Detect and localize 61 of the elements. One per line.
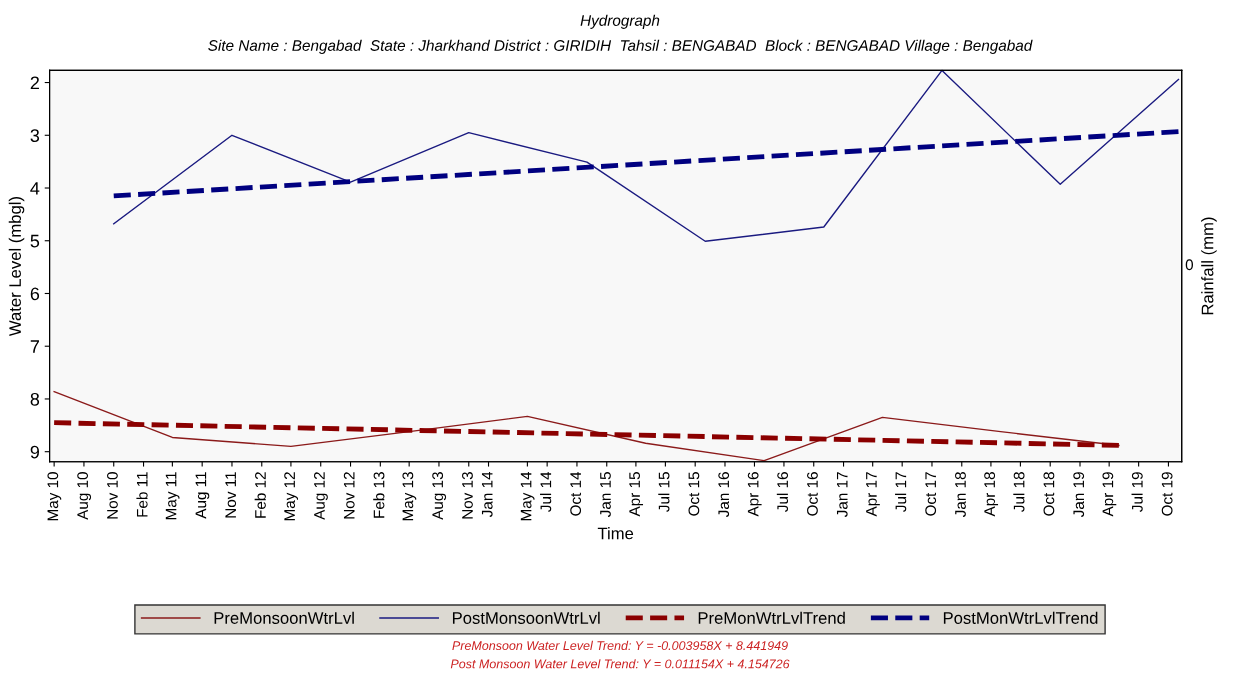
line-series (53, 390, 1120, 462)
x-tick-label: Nov 12 (343, 472, 355, 519)
y-tick-label: 7 (30, 340, 39, 353)
x-tick-label: Oct 14 (570, 471, 582, 516)
x-tick-label: Jan 15 (600, 472, 611, 518)
legend-label: PostMonWtrLvlTrend (943, 611, 1098, 624)
x-tick-label: Apr 19 (1102, 472, 1117, 517)
x-tick-label: Feb 12 (254, 472, 266, 518)
text: 0 (1185, 259, 1194, 271)
x-axis-title: Time (597, 527, 634, 540)
x-tick-label: Jul 19 (1131, 472, 1143, 512)
x-tick-label: May 14 (520, 471, 535, 521)
x-tick-label: Nov 13 (462, 472, 473, 519)
y2-axis-title: Rainfall (mm) (1201, 217, 1217, 315)
line-series (113, 69, 1180, 242)
x-tick-label: Oct 16 (807, 472, 818, 516)
x-tick-label: Apr 18 (984, 472, 999, 517)
x-tick-label: Oct 17 (925, 472, 937, 516)
y-tick-label: 6 (30, 287, 40, 301)
x-tick-label: Jan 18 (955, 472, 966, 518)
x-tick-label: Feb 13 (373, 472, 385, 518)
x-tick-label: Jan 17 (836, 472, 848, 518)
x-tick-label: Aug 10 (77, 472, 92, 520)
x-tick-label: Jul 14 (540, 471, 552, 512)
legend-label: PreMonWtrLvlTrend (698, 611, 845, 624)
x-tick-label: Nov 10 (107, 472, 118, 519)
y-tick-label: 3 (30, 129, 40, 142)
x-tick-label: Apr 15 (629, 472, 644, 517)
y-tick-label: 5 (30, 234, 40, 248)
x-tick-label: Aug 12 (314, 472, 328, 520)
x-tick-label: Oct 18 (1043, 472, 1055, 516)
x-tick-label: Jul 18 (1013, 472, 1025, 512)
chart-subtitle: Site Name : Bengabad State : Jharkhand District : GIRIDIH Tahsil : BENGABAD Block : BENGABAD Village : Bengabad (208, 39, 1033, 54)
text: Post Monsoon Water Level Trend: Y = 0.011154X + 4.154726 (450, 659, 790, 669)
x-tick-label: Jul 15 (658, 472, 670, 512)
x-tick-label: Jan 19 (1073, 472, 1085, 518)
x-tick-label: Aug 13 (432, 472, 447, 520)
x-tick-label: Oct 15 (688, 472, 700, 516)
x-tick-label: Feb 11 (136, 472, 148, 517)
legend-label: PreMonsoonWtrLvl (214, 611, 354, 624)
x-tick-label: Jul 16 (776, 472, 789, 512)
x-tick-label: May 13 (402, 472, 417, 521)
y-tick-label: 8 (30, 392, 40, 406)
x-tick-label: Jul 17 (895, 472, 907, 512)
chart-title: Hydrograph (580, 14, 660, 29)
y-axis-title: Water Level (mbgl) (8, 197, 25, 337)
x-tick-label: Nov 11 (225, 472, 237, 518)
x-tick-label: Jan 16 (718, 472, 730, 518)
x-tick-label: Aug 11 (195, 472, 210, 519)
x-tick-label: May 10 (47, 472, 62, 521)
y-tick-label: 4 (30, 182, 40, 195)
y-tick-label: 2 (30, 76, 39, 90)
y-tick-label: 9 (30, 445, 40, 459)
x-tick-label: Oct 19 (1161, 472, 1173, 516)
legend-label: PostMonsoonWtrLvl (452, 611, 600, 624)
x-tick-label: May 11 (165, 472, 180, 520)
x-tick-label: Jan 14 (481, 471, 493, 518)
x-tick-label: Apr 17 (866, 472, 880, 517)
text: PreMonsoon Water Level Trend: Y = -0.003958X + 8.441949 (452, 640, 788, 651)
x-tick-label: May 12 (284, 472, 299, 521)
x-tick-label: Apr 16 (747, 472, 762, 517)
